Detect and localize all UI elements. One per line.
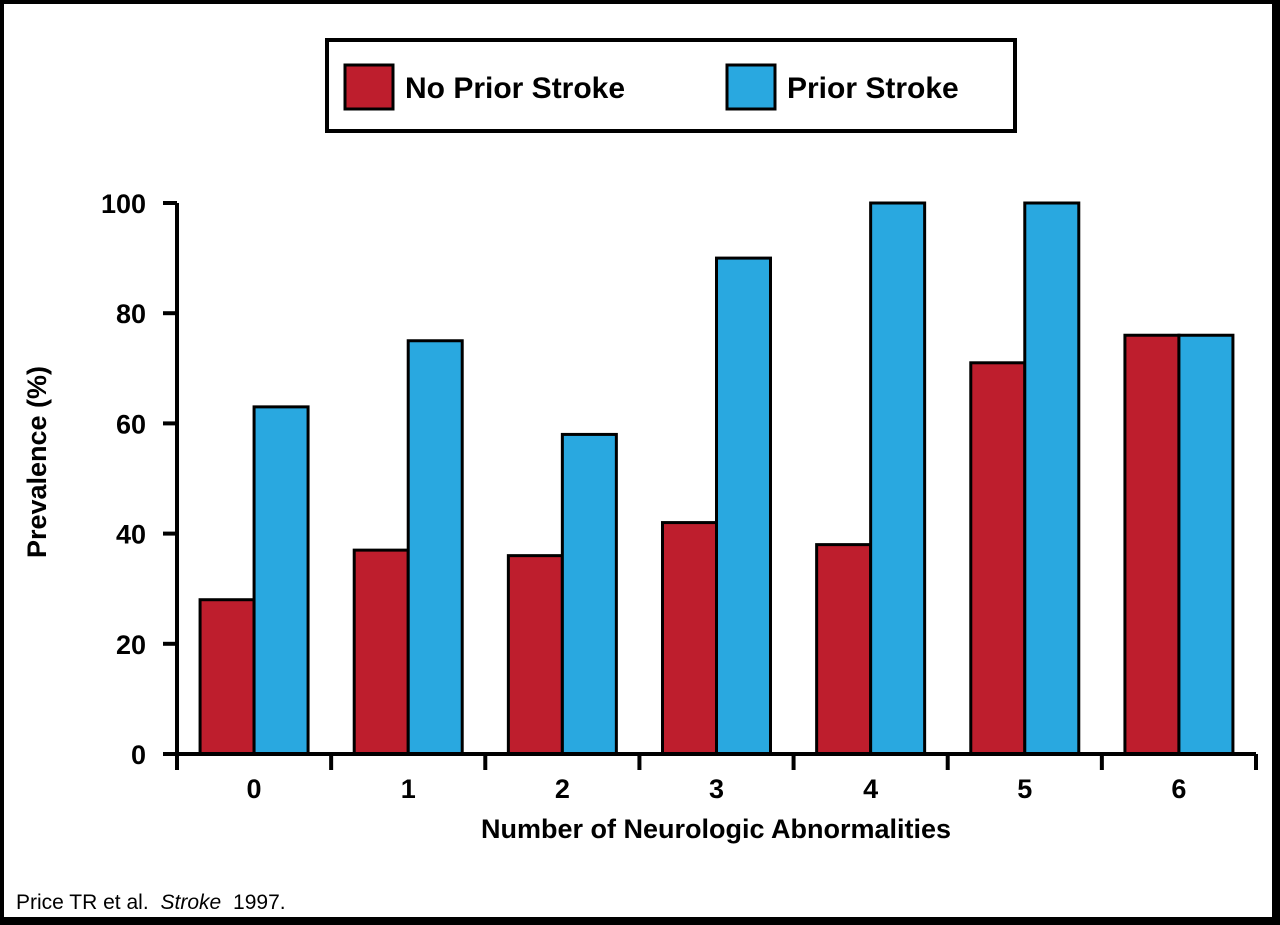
bar-prior-stroke-2: [560, 432, 618, 756]
x-tick-label: 6: [1171, 774, 1186, 804]
y-tick-label: 60: [116, 409, 146, 439]
y-tick-label: 100: [101, 189, 146, 219]
x-tick-label: 4: [863, 774, 878, 804]
bar-prior-stroke-3: [715, 256, 772, 756]
bar-no-prior-stroke-5: [969, 361, 1027, 756]
x-tick-label: 5: [1017, 774, 1032, 804]
y-tick-label: 40: [116, 520, 146, 550]
legend-swatch-prior-stroke: [725, 63, 777, 111]
bar-prior-stroke-5: [1023, 201, 1081, 756]
bar-no-prior-stroke-3: [661, 521, 718, 756]
legend-swatch-no-prior-stroke: [343, 63, 395, 111]
bar-no-prior-stroke-1: [352, 548, 410, 756]
bar-prior-stroke-4: [869, 201, 927, 756]
y-tick-label: 20: [116, 630, 146, 660]
bar-no-prior-stroke-4: [815, 543, 873, 756]
legend-label-no-prior-stroke: No Prior Stroke: [405, 72, 625, 105]
x-tick-labels: 0 1 2 3 4 5 6: [247, 774, 1187, 804]
citation-journal: Stroke: [161, 891, 222, 914]
bars-group: [198, 201, 1235, 756]
bar-no-prior-stroke-6: [1123, 333, 1181, 756]
x-tick-label: 0: [247, 774, 262, 804]
citation-year: 1997.: [233, 891, 286, 914]
legend-box: [325, 38, 1017, 133]
legend: No Prior Stroke Prior Stroke: [325, 38, 1017, 133]
bar-no-prior-stroke-0: [198, 598, 256, 756]
y-tick-label: 0: [131, 740, 146, 770]
y-tick-labels: 0 20 40 60 80 100: [101, 189, 146, 770]
x-tick-label: 1: [401, 774, 416, 804]
x-tick-label: 2: [555, 774, 570, 804]
bar-no-prior-stroke-2: [506, 554, 564, 756]
legend-label-prior-stroke: Prior Stroke: [787, 72, 959, 105]
bar-prior-stroke-1: [406, 339, 464, 756]
axes-group: [163, 201, 1258, 770]
y-axis-title: Prevalence (%): [22, 366, 52, 558]
x-tick-label: 3: [709, 774, 724, 804]
bar-prior-stroke-0: [252, 405, 310, 756]
bar-prior-stroke-6: [1177, 333, 1235, 756]
y-tick-label: 80: [116, 299, 146, 329]
x-axis-title: Number of Neurologic Abnormalities: [481, 814, 951, 844]
citation: Price TR et al. Stroke 1997.: [16, 891, 286, 914]
citation-authors: Price TR et al.: [16, 891, 149, 914]
